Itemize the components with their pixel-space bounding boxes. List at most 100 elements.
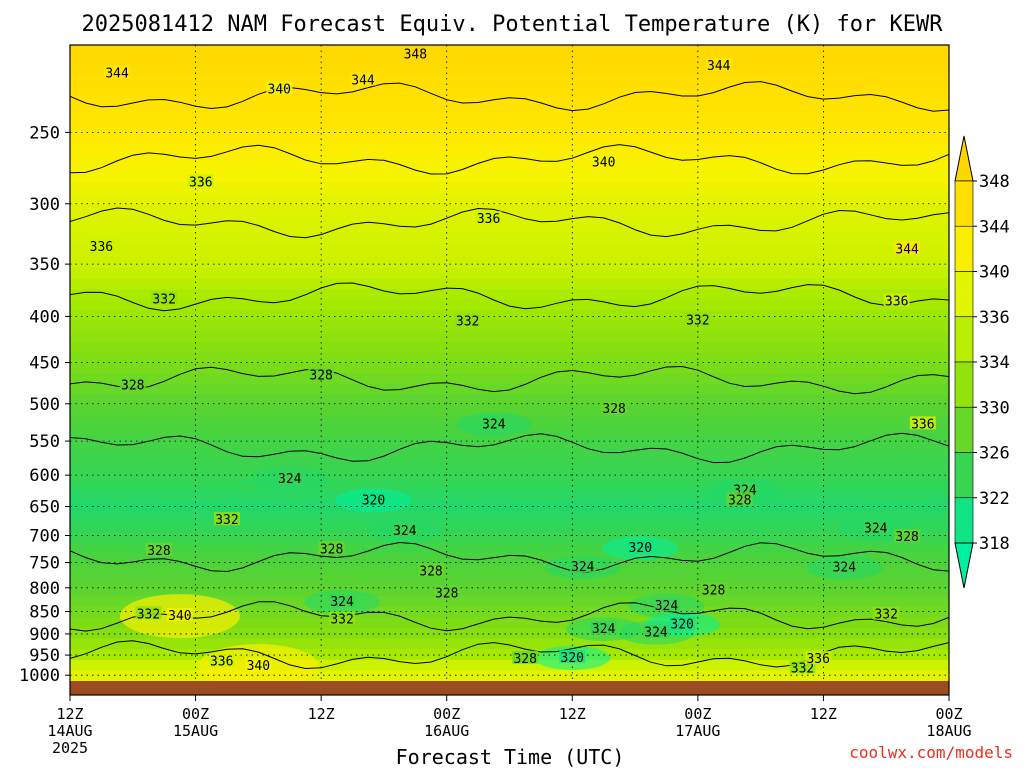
theta-e-band <box>70 225 949 237</box>
colorbar-label: 340 <box>979 263 1010 283</box>
contour-label-bg <box>590 154 617 168</box>
theta-e-band <box>70 532 949 544</box>
contour-label-bg <box>726 492 753 506</box>
contour-label: 320 <box>629 541 652 556</box>
contour-label: 332 <box>874 608 897 623</box>
y-tick-label: 350 <box>29 255 60 275</box>
contour-label-bg <box>873 606 900 620</box>
contour-label: 336 <box>477 212 500 227</box>
colorbar-label: 330 <box>979 398 1010 418</box>
contour-label-bg <box>135 606 162 620</box>
contour-label-bg <box>276 471 303 485</box>
contour-label-bg <box>883 293 910 307</box>
theta-e-band <box>70 606 949 618</box>
theta-e-band <box>70 341 949 353</box>
theta-e-band <box>70 193 949 205</box>
contour-label-bg <box>731 482 758 496</box>
contour-line-328 <box>70 541 949 573</box>
theta-e-band <box>70 331 949 343</box>
colorbar-label: 334 <box>979 353 1010 373</box>
contour-label-bg <box>402 46 429 60</box>
theta-e-band <box>70 575 949 587</box>
colorbar-arrow-top <box>954 135 974 182</box>
theta-e-band <box>70 490 949 502</box>
theta-e-band <box>70 66 949 78</box>
contour-label-bg <box>166 608 193 622</box>
theta-e-band <box>70 235 949 247</box>
colorbar-swatch <box>954 180 974 227</box>
contour-label-bg <box>909 416 936 430</box>
contour-label: 336 <box>90 240 113 255</box>
theta-e-band <box>70 119 949 131</box>
theta-e-band <box>70 161 949 173</box>
contour-label: 336 <box>911 417 934 432</box>
x-tick-label: 12Z <box>308 705 335 723</box>
theta-e-band <box>70 522 949 534</box>
theta-e-band <box>70 373 949 385</box>
contour-label-bg <box>88 238 115 252</box>
x-tick-label: 00Z <box>182 705 209 723</box>
contour-label: 332 <box>215 513 238 528</box>
contour-label-bg <box>151 291 178 305</box>
contour-label: 320 <box>362 493 385 508</box>
theta-e-band <box>70 310 949 322</box>
x-tick-label: 12Z <box>810 705 837 723</box>
contour-line-332 <box>70 601 949 632</box>
contour-label: 324 <box>330 595 354 610</box>
theta-e-band <box>70 172 949 184</box>
contour-label-bg <box>862 520 889 534</box>
theta-e-band <box>70 278 949 290</box>
contour-label: 344 <box>351 74 375 89</box>
x-tick-date: 18AUG <box>926 722 971 740</box>
contour-label: 332 <box>686 313 709 328</box>
x-tick-label: 00Z <box>684 705 711 723</box>
theta-e-band <box>70 182 949 194</box>
x-tick-year: 2025 <box>52 739 88 757</box>
theta-e-band <box>70 363 949 375</box>
contour-label-bg <box>245 658 272 672</box>
contour-label-bg <box>433 585 460 599</box>
x-tick-label: 12Z <box>559 705 586 723</box>
theta-e-band <box>70 129 949 141</box>
contour-label-bg <box>559 649 586 663</box>
theta-e-band <box>70 320 949 332</box>
contour-label: 328 <box>702 584 725 599</box>
theta-e-band <box>70 140 949 152</box>
colorbar-swatch <box>954 271 974 318</box>
contour-label: 324 <box>864 522 888 537</box>
contour-label: 324 <box>833 561 857 576</box>
theta-e-band <box>70 500 949 512</box>
y-tick-label: 450 <box>29 354 60 374</box>
y-tick-label: 500 <box>29 395 60 415</box>
contour-line-340 <box>70 144 949 175</box>
contour-label-bg <box>705 57 732 71</box>
contour-label: 324 <box>393 524 417 539</box>
contour-label: 328 <box>895 530 918 545</box>
theta-e-band <box>70 458 949 470</box>
contour-label: 332 <box>330 613 353 628</box>
contour-label-bg <box>329 611 356 625</box>
y-tick-label: 1000 <box>19 666 60 686</box>
y-tick-label: 800 <box>29 579 60 599</box>
y-tick-label: 600 <box>29 466 60 486</box>
theta-e-band <box>70 87 949 99</box>
x-tick-label: 12Z <box>56 705 83 723</box>
colorbar: 348 344 340 336 334 330 326 322 318 <box>954 135 1010 589</box>
theta-e-band <box>70 55 949 67</box>
ground-strip <box>70 681 949 695</box>
y-tick-label: 700 <box>29 527 60 547</box>
colorbar-label: 344 <box>979 217 1010 237</box>
contour-label: 320 <box>561 651 584 666</box>
contour-label: 328 <box>419 564 442 579</box>
contour-label-bg <box>308 367 335 381</box>
colorbar-label: 348 <box>979 172 1010 192</box>
contour-line-324 <box>70 432 949 464</box>
colorbar-arrow-bottom <box>954 542 974 589</box>
contour-label-bg <box>145 542 172 556</box>
contour-label-bg <box>590 621 617 635</box>
colorbar-label: 336 <box>979 308 1010 328</box>
contour-label: 328 <box>320 542 343 557</box>
contour-label-bg <box>700 582 727 596</box>
contour-label-bg <box>569 559 596 573</box>
theta-e-band <box>70 628 949 640</box>
